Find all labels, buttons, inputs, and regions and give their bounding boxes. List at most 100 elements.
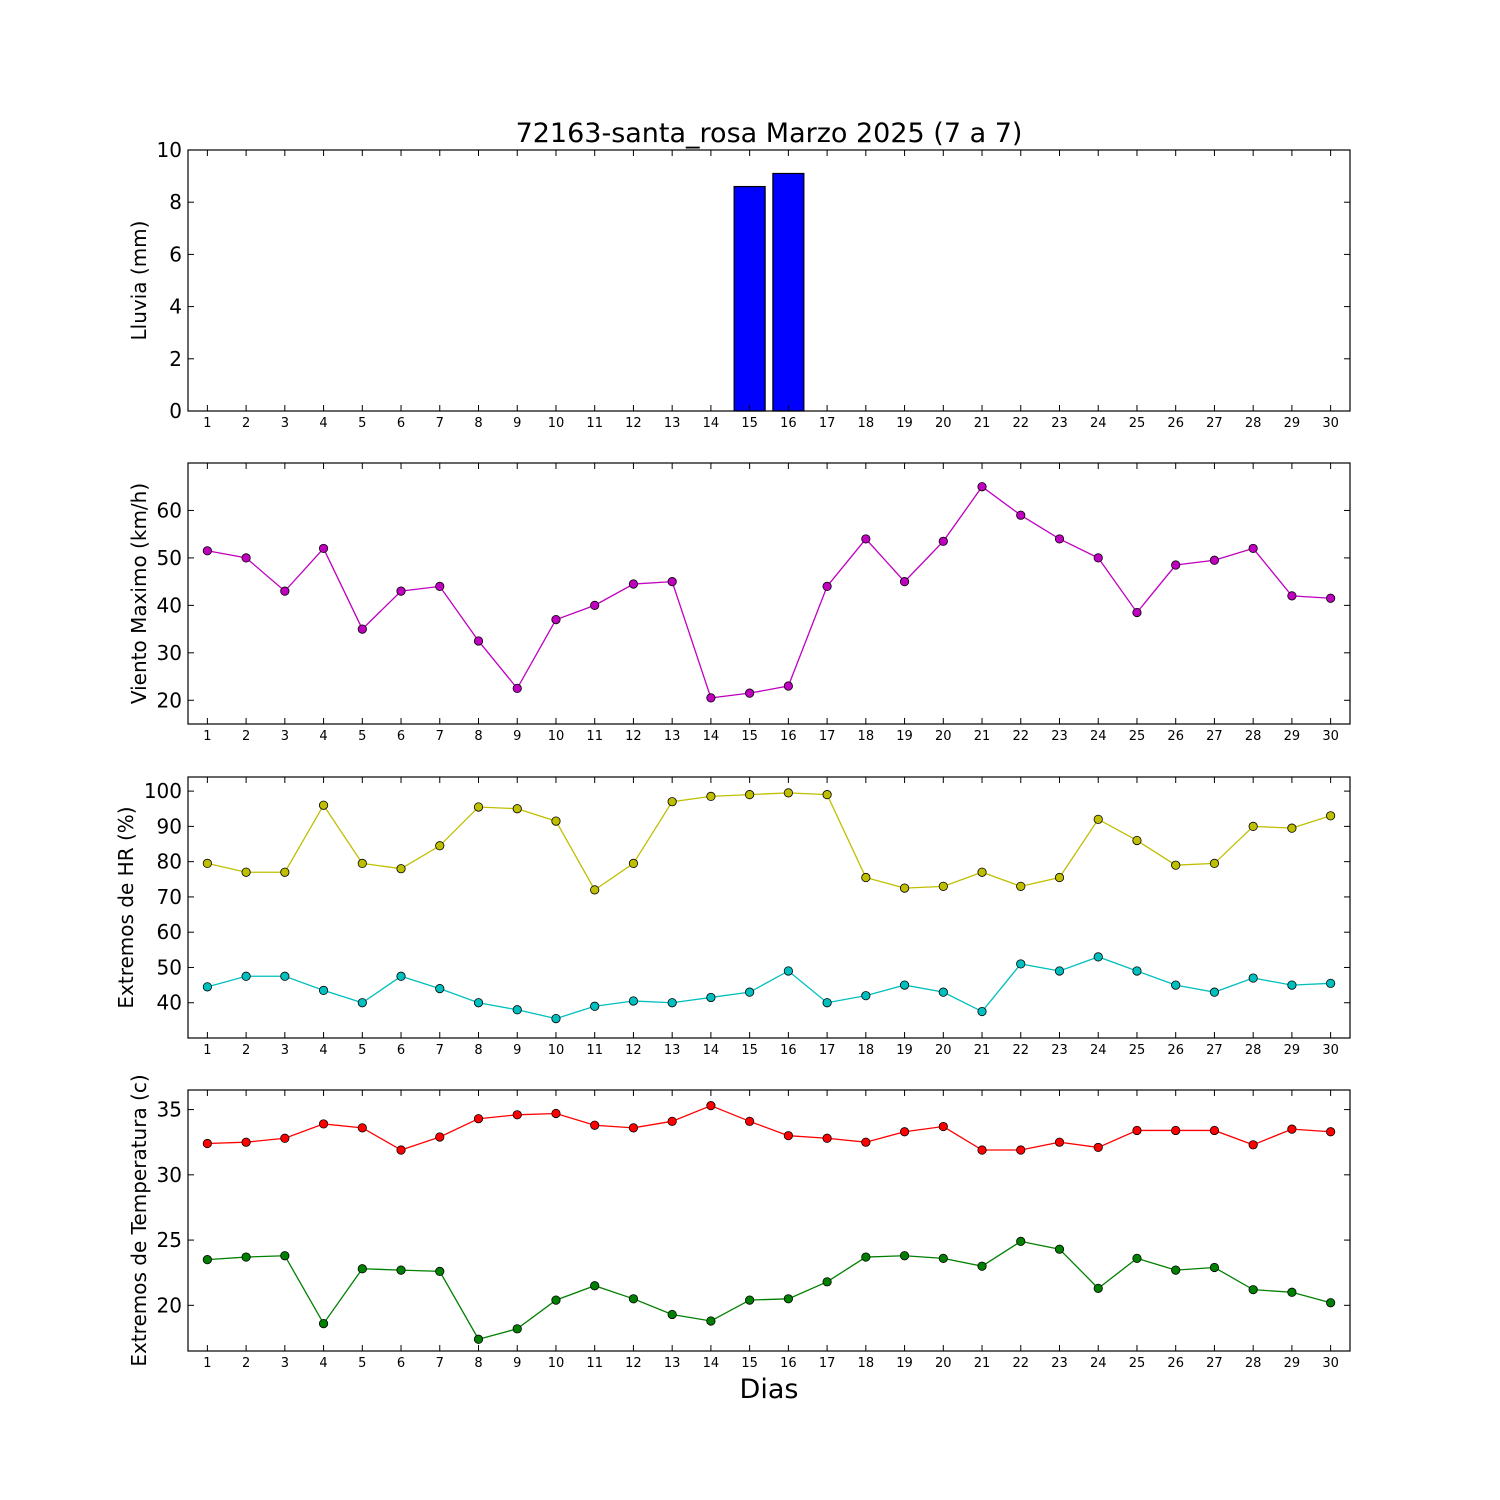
- x-tick-label: 26: [1167, 729, 1184, 744]
- y-tick-label: 30: [157, 1163, 182, 1187]
- x-tick-label: 5: [358, 1356, 366, 1371]
- series-0-point: [241, 867, 251, 877]
- series-0-point: [822, 1133, 832, 1143]
- x-tick-label: 23: [1051, 416, 1068, 431]
- series-0-point: [628, 858, 639, 869]
- series-1-point: [280, 971, 290, 981]
- series-1-point: [435, 984, 445, 994]
- x-tick-label: 18: [858, 729, 875, 744]
- x-tick-label: 29: [1284, 416, 1301, 431]
- series-1-point: [1054, 966, 1065, 976]
- series-0-point: [1248, 821, 1258, 831]
- series-1-point: [861, 1252, 871, 1262]
- series-0-line: [207, 485, 1331, 699]
- series-0-point: [590, 600, 600, 610]
- x-tick-label: 4: [319, 729, 327, 744]
- x-tick-label: 1: [203, 416, 211, 431]
- series-1-point: [357, 998, 367, 1008]
- series-0-point: [861, 534, 871, 544]
- wind-panel: 1 2 3 4 5 6 7 8 9 10 11 12 13 14 15 16 17 18 19 20 21 22 23 24 2…: [127, 462, 1351, 744]
- series-0-point: [1209, 858, 1220, 869]
- y-tick-label: 90: [157, 814, 182, 838]
- x-tick-label: 7: [436, 1043, 444, 1058]
- x-tick-label: 13: [664, 1356, 681, 1371]
- x-tick-label: 21: [974, 416, 991, 431]
- x-tick-label: 27: [1206, 1356, 1223, 1371]
- x-tick-label: 30: [1322, 416, 1339, 431]
- x-tick-label: 12: [625, 1356, 642, 1371]
- series-0-point: [551, 1108, 561, 1119]
- series-0-point: [202, 1138, 212, 1149]
- x-tick-label: 2: [242, 729, 250, 744]
- series-1-point: [783, 966, 793, 976]
- x-tick-label: 6: [397, 1043, 405, 1058]
- series-1-point: [318, 1318, 329, 1329]
- x-tick-label: 20: [935, 729, 952, 744]
- series-0-point: [745, 1116, 755, 1126]
- series-1-point: [396, 1265, 406, 1275]
- x-tick-label: 8: [474, 1043, 482, 1058]
- x-tick-label: 8: [474, 729, 482, 744]
- series-1-point: [318, 985, 329, 995]
- bar-day-16: [772, 172, 805, 412]
- series-1-point: [822, 998, 832, 1008]
- x-tick-label: 17: [819, 729, 836, 744]
- x-tick-label: 22: [1012, 1356, 1029, 1371]
- x-tick-label: 3: [281, 1043, 289, 1058]
- series-0-point: [899, 883, 910, 893]
- x-tick-label: 15: [741, 416, 758, 431]
- x-tick-label: 28: [1245, 416, 1262, 431]
- series-0-point: [628, 1123, 639, 1133]
- series-1-point: [1248, 973, 1258, 983]
- x-tick-label: 13: [664, 1043, 681, 1058]
- series-1-point: [1248, 1285, 1258, 1295]
- series-1-point: [1287, 1287, 1297, 1297]
- x-tick-label: 17: [819, 416, 836, 431]
- series-0-point: [1248, 543, 1258, 554]
- x-tick-label: 27: [1206, 729, 1223, 744]
- series-1-line: [207, 1240, 1331, 1341]
- series-1-point: [1054, 1244, 1065, 1254]
- series-0-point: [822, 790, 832, 800]
- series-0-point: [1209, 1125, 1220, 1136]
- series-1-point: [241, 1252, 251, 1262]
- x-tick-label: 7: [436, 416, 444, 431]
- x-tick-label: 6: [397, 416, 405, 431]
- series-0-point: [1326, 1127, 1336, 1137]
- x-tick-label: 10: [548, 1043, 565, 1058]
- series-1-point: [1209, 987, 1220, 997]
- series-0-point: [1016, 1145, 1026, 1155]
- series-0-point: [783, 788, 793, 798]
- x-tick-label: 4: [319, 1043, 327, 1058]
- series-0-point: [861, 872, 871, 883]
- series-0-point: [357, 858, 367, 869]
- series-0-point: [551, 816, 561, 826]
- series-1-point: [1171, 980, 1181, 990]
- y-tick-label: 4: [169, 295, 182, 319]
- x-tick-label: 5: [358, 729, 366, 744]
- x-tick-label: 8: [474, 1356, 482, 1371]
- series-0-point: [473, 802, 484, 812]
- x-tick-label: 18: [858, 1356, 875, 1371]
- series-1-point: [861, 991, 871, 1001]
- x-tick-label: 25: [1129, 416, 1146, 431]
- x-tick-label: 2: [242, 1356, 250, 1371]
- series-0-point: [745, 790, 755, 800]
- series-1-point: [357, 1264, 367, 1274]
- x-tick-label: 27: [1206, 416, 1223, 431]
- x-tick-label: 11: [586, 416, 603, 431]
- series-1-point: [628, 1294, 639, 1304]
- x-tick-label: 9: [513, 416, 521, 431]
- series-0-point: [938, 1121, 948, 1132]
- series-0-point: [861, 1137, 871, 1147]
- series-1-point: [938, 987, 948, 997]
- series-1-point: [745, 1295, 755, 1305]
- series-1-point: [1016, 1236, 1026, 1246]
- x-tick-label: 30: [1322, 729, 1339, 744]
- series-1-point: [899, 980, 910, 990]
- series-0-point: [318, 800, 329, 810]
- series-0-point: [280, 1133, 290, 1143]
- series-0-point: [1326, 811, 1336, 821]
- series-1-point: [706, 992, 716, 1003]
